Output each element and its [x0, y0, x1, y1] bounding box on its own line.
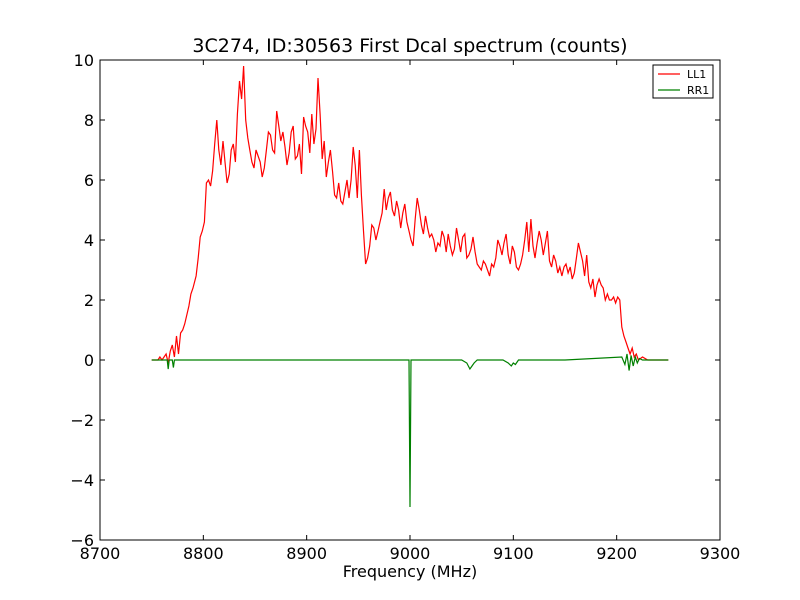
y-tick-label: −4	[70, 471, 94, 490]
y-tick-label: 4	[84, 231, 94, 250]
legend-label-rr1: RR1	[687, 84, 709, 97]
x-tick-label: 9100	[493, 544, 534, 563]
y-tick-label: 10	[74, 51, 94, 70]
x-tick-label: 8900	[286, 544, 327, 563]
y-tick-label: 2	[84, 291, 94, 310]
y-tick-label: 6	[84, 171, 94, 190]
y-tick-label: −6	[70, 531, 94, 550]
series-line-ll1	[151, 65, 669, 364]
x-tick-label: 9000	[390, 544, 431, 563]
chart-title: 3C274, ID:30563 First Dcal spectrum (cou…	[192, 35, 627, 57]
y-tick-label: −2	[70, 411, 94, 430]
series-layer	[151, 65, 669, 508]
legend-box	[652, 64, 714, 99]
legend-label-ll1: LL1	[687, 68, 706, 81]
series-line-rr1	[151, 353, 669, 508]
x-tick-label: 8800	[183, 544, 224, 563]
x-axis-label: Frequency (MHz)	[343, 562, 477, 581]
y-tick-label: 0	[84, 351, 94, 370]
x-tick-label: 8700	[80, 544, 121, 563]
x-tick-label: 9300	[700, 544, 741, 563]
x-tick-label: 9200	[596, 544, 637, 563]
ticks-layer: 8700 8800 8900 9000 9100 9200 9300 −6 −4 −2 0 2 4 6 8 1…	[70, 51, 740, 563]
y-tick-label: 8	[84, 111, 94, 130]
